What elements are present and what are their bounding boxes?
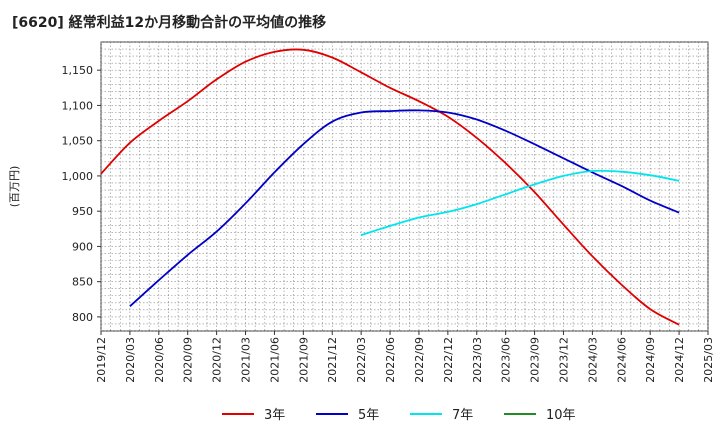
- x-tick-label: 2021/06: [268, 337, 281, 383]
- x-tick-label: 2020/06: [153, 337, 166, 383]
- x-tick-label: 2021/03: [240, 337, 253, 383]
- y-tick-label: 1,000: [62, 170, 94, 183]
- y-tick-label: 800: [72, 311, 93, 324]
- series-line-7年: [360, 169, 680, 236]
- y-tick-label: 950: [72, 205, 93, 218]
- x-tick-label: 2022/03: [355, 337, 368, 383]
- y-tick-label: 850: [72, 276, 93, 289]
- chart-title: [6620] 経常利益12か月移動合計の平均値の推移: [12, 15, 327, 31]
- x-tick-label: 2020/12: [211, 337, 224, 383]
- legend-label: 7年: [452, 408, 473, 423]
- x-tick-label: 2023/12: [557, 337, 570, 383]
- y-tick-label: 1,100: [62, 99, 94, 112]
- plot-area: [100, 41, 709, 332]
- x-tick-label: 2024/09: [644, 337, 657, 383]
- x-tick-label: 2023/03: [471, 337, 484, 383]
- x-tick-label: 2021/12: [326, 337, 339, 383]
- grid-layer: [100, 41, 709, 332]
- x-tick-label: 2024/03: [586, 337, 599, 383]
- x-tick-label: 2021/09: [297, 337, 310, 383]
- x-tick-label: 2025/03: [702, 337, 715, 383]
- y-tick-label: 900: [72, 240, 93, 253]
- y-axis-label: (百万円): [8, 166, 21, 208]
- y-tick-label: 1,150: [62, 64, 94, 77]
- x-tick-label: 2023/09: [529, 337, 542, 383]
- legend-label: 10年: [546, 408, 576, 423]
- legend-label: 3年: [264, 408, 285, 423]
- x-tick-label: 2023/06: [500, 337, 513, 383]
- legend-label: 5年: [358, 408, 379, 423]
- x-tick-label: 2022/09: [413, 337, 426, 383]
- x-tick-label: 2024/12: [673, 337, 686, 383]
- x-tick-label: 2020/03: [124, 337, 137, 383]
- legend: 3年 5年 7年 10年: [222, 408, 576, 423]
- y-tick-label: 1,050: [62, 135, 94, 148]
- x-tick-label: 2022/12: [442, 337, 455, 383]
- x-tick-label: 2020/09: [182, 337, 195, 383]
- x-tick-label: 2022/06: [384, 337, 397, 383]
- axis-layer: 800 850 900 950 1,000 1,050 1,100 1,150 2019/12 2…: [8, 64, 715, 383]
- x-tick-label: 2019/12: [95, 337, 108, 383]
- lines-layer: [100, 48, 680, 326]
- x-tick-label: 2024/06: [615, 337, 628, 383]
- series-line-3年: [100, 48, 680, 326]
